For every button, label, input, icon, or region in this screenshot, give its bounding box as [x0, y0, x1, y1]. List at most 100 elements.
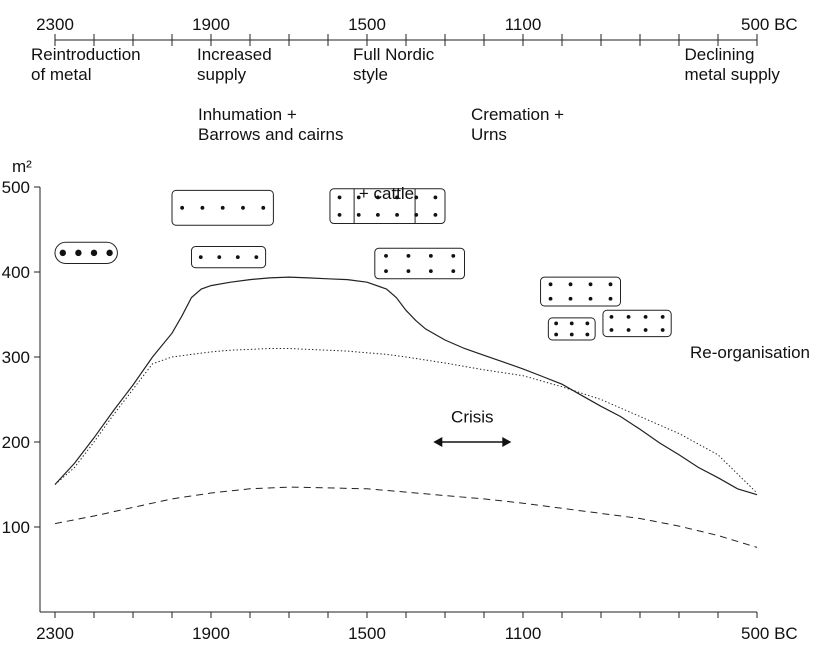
y-tick-label: 400 [2, 263, 30, 282]
house-post-dot [407, 269, 411, 273]
period-label: supply [197, 65, 247, 84]
house-post-dot [589, 297, 593, 301]
house-post-dot [434, 196, 438, 200]
house-post-dot [661, 328, 665, 332]
y-axis-label: m² [12, 157, 32, 176]
house-icon [192, 247, 266, 268]
top-tick-label: 1500 [348, 15, 386, 34]
y-tick-label: 500 [2, 178, 30, 197]
house-post-dot [554, 322, 558, 326]
top-timeline-labels: 2300 1900 1500 1100 500 BC [36, 15, 798, 34]
burial-label: Urns [471, 125, 507, 144]
house-post-dot [261, 206, 265, 210]
y-tick-label: 200 [2, 433, 30, 452]
y-axis-label-group: m² [12, 157, 32, 176]
house-post-dot [106, 250, 112, 256]
house-post-dot [60, 250, 66, 256]
house-post-dot [414, 213, 418, 217]
house-post-dot [609, 282, 613, 286]
house-post-dot [589, 282, 593, 286]
house-post-dot [429, 269, 433, 273]
house-post-dot [554, 333, 558, 337]
top-tick-label: 1100 [505, 15, 542, 34]
house-outline [603, 310, 671, 336]
cattle-label: + cattle [359, 184, 414, 203]
house-post-dot [549, 282, 553, 286]
house-post-dot [585, 322, 589, 326]
burial-label: Cremation + [471, 105, 564, 124]
house-post-dot [451, 269, 455, 273]
series-solid-line [55, 277, 757, 495]
house-icon [548, 318, 595, 340]
house-post-dot [236, 255, 240, 259]
house-post-dot [644, 315, 648, 319]
y-tick-label: 100 [2, 518, 30, 537]
house-post-dot [201, 206, 205, 210]
x-tick-label: 2300 [36, 624, 74, 643]
house-post-dot [241, 206, 245, 210]
house-post-dot [338, 213, 342, 217]
y-tick-label: 300 [2, 348, 30, 367]
house-post-dot [217, 255, 221, 259]
house-post-dot [429, 254, 433, 258]
house-outline [541, 277, 621, 306]
period-label: Full Nordic [353, 45, 435, 64]
house-post-dot [376, 213, 380, 217]
burial-label: Inhumation + [198, 105, 297, 124]
series-dotted-line [55, 349, 757, 494]
house-post-dot [384, 254, 388, 258]
house-post-dot [407, 254, 411, 258]
house-post-dot [570, 333, 574, 337]
house-icon [55, 242, 117, 263]
x-tick-label: 1100 [505, 624, 542, 643]
period-label: Increased [197, 45, 272, 64]
period-label: Declining [685, 45, 755, 64]
crisis-label: Crisis [451, 408, 494, 427]
house-icons [55, 189, 671, 340]
period-label: style [353, 65, 388, 84]
top-tick-label: 500 BC [741, 15, 798, 34]
house-icon [172, 190, 273, 225]
top-tick-label: 1900 [192, 15, 230, 34]
house-post-dot [569, 282, 573, 286]
house-post-dot [627, 315, 631, 319]
house-icon [375, 248, 465, 279]
house-post-dot [610, 328, 614, 332]
period-label: metal supply [685, 65, 781, 84]
house-icon [603, 310, 671, 336]
crisis-arrow-head-right [502, 437, 511, 447]
house-post-dot [585, 333, 589, 337]
house-post-dot [644, 328, 648, 332]
x-tick-label: 500 BC [741, 624, 798, 643]
house-post-dot [661, 315, 665, 319]
crisis-arrow-head-left [433, 437, 442, 447]
x-tick-label: 1500 [348, 624, 386, 643]
house-post-dot [199, 255, 203, 259]
house-post-dot [414, 196, 418, 200]
burial-label: Barrows and cairns [198, 125, 344, 144]
house-post-dot [434, 213, 438, 217]
burial-labels: Inhumation +Barrows and cairns Cremation … [198, 105, 564, 144]
house-icon [541, 277, 621, 306]
house-post-dot [549, 297, 553, 301]
house-outline [548, 318, 595, 340]
house-post-dot [395, 213, 399, 217]
house-post-dot [569, 297, 573, 301]
house-post-dot [384, 269, 388, 273]
house-post-dot [610, 315, 614, 319]
house-post-dot [338, 196, 342, 200]
period-label: Reintroduction [31, 45, 141, 64]
house-post-dot [609, 297, 613, 301]
house-post-dot [254, 255, 258, 259]
house-post-dot [357, 213, 361, 217]
house-post-dot [91, 250, 97, 256]
x-tick-label: 1900 [192, 624, 230, 643]
house-post-dot [75, 250, 81, 256]
house-post-dot [221, 206, 225, 210]
period-label: of metal [31, 65, 91, 84]
house-post-dot [451, 254, 455, 258]
house-post-dot [627, 328, 631, 332]
house-outline [375, 248, 465, 279]
